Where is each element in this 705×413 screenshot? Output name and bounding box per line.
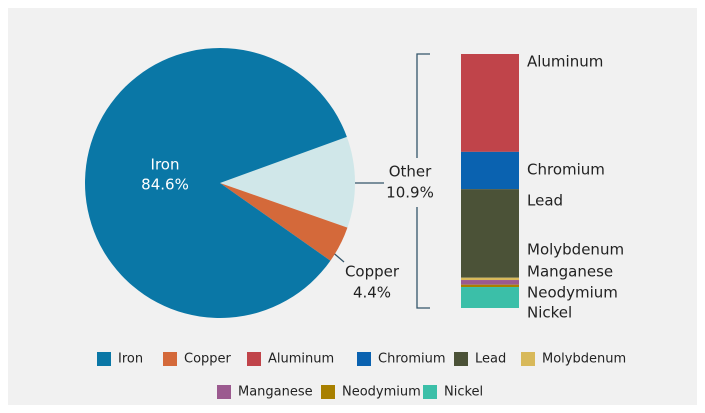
bar-label: Lead bbox=[527, 192, 563, 210]
pie-slice bbox=[84, 48, 347, 319]
slice-value: 84.6% bbox=[141, 176, 189, 194]
pie-slice bbox=[220, 136, 355, 228]
legend-swatch bbox=[163, 352, 177, 366]
slice-value: 4.4% bbox=[353, 284, 391, 302]
legend-label: Molybdenum bbox=[542, 352, 626, 367]
bar-segment bbox=[461, 280, 519, 285]
pie-slice bbox=[220, 183, 348, 261]
legend-swatch bbox=[423, 385, 437, 399]
legend-label: Iron bbox=[118, 352, 143, 367]
legend-swatch bbox=[217, 385, 231, 399]
legend-swatch bbox=[97, 352, 111, 366]
slice-label: Other bbox=[389, 163, 432, 181]
bar-segment bbox=[461, 189, 519, 278]
bar-segment bbox=[461, 54, 519, 152]
bar-label: Nickel bbox=[527, 304, 572, 322]
legend-label: Chromium bbox=[378, 352, 446, 367]
bar-label: Chromium bbox=[527, 161, 605, 179]
bar-segment bbox=[461, 277, 519, 281]
bar-label: Neodymium bbox=[527, 284, 618, 302]
bracket-line bbox=[416, 53, 430, 309]
legend-label: Nickel bbox=[444, 385, 483, 400]
slice-label: Copper bbox=[345, 263, 400, 281]
legend-swatch bbox=[247, 352, 261, 366]
slice-value: 10.9% bbox=[386, 184, 434, 202]
legend-label: Lead bbox=[475, 352, 506, 367]
slice-label: Iron bbox=[151, 156, 180, 174]
legend-label: Neodymium bbox=[342, 385, 421, 400]
legend-swatch bbox=[321, 385, 335, 399]
bar-label: Aluminum bbox=[527, 53, 603, 71]
legend-label: Copper bbox=[184, 352, 232, 367]
legend-swatch bbox=[357, 352, 371, 366]
bar-segment bbox=[461, 151, 519, 190]
legend-label: Manganese bbox=[238, 385, 313, 400]
bar-label: Molybdenum bbox=[527, 241, 624, 259]
bar-segment bbox=[461, 287, 519, 308]
legend-swatch bbox=[521, 352, 535, 366]
legend-label: Aluminum bbox=[268, 352, 334, 367]
legend-swatch bbox=[454, 352, 468, 366]
bar-label: Manganese bbox=[527, 263, 613, 281]
bar-segment bbox=[461, 284, 519, 288]
